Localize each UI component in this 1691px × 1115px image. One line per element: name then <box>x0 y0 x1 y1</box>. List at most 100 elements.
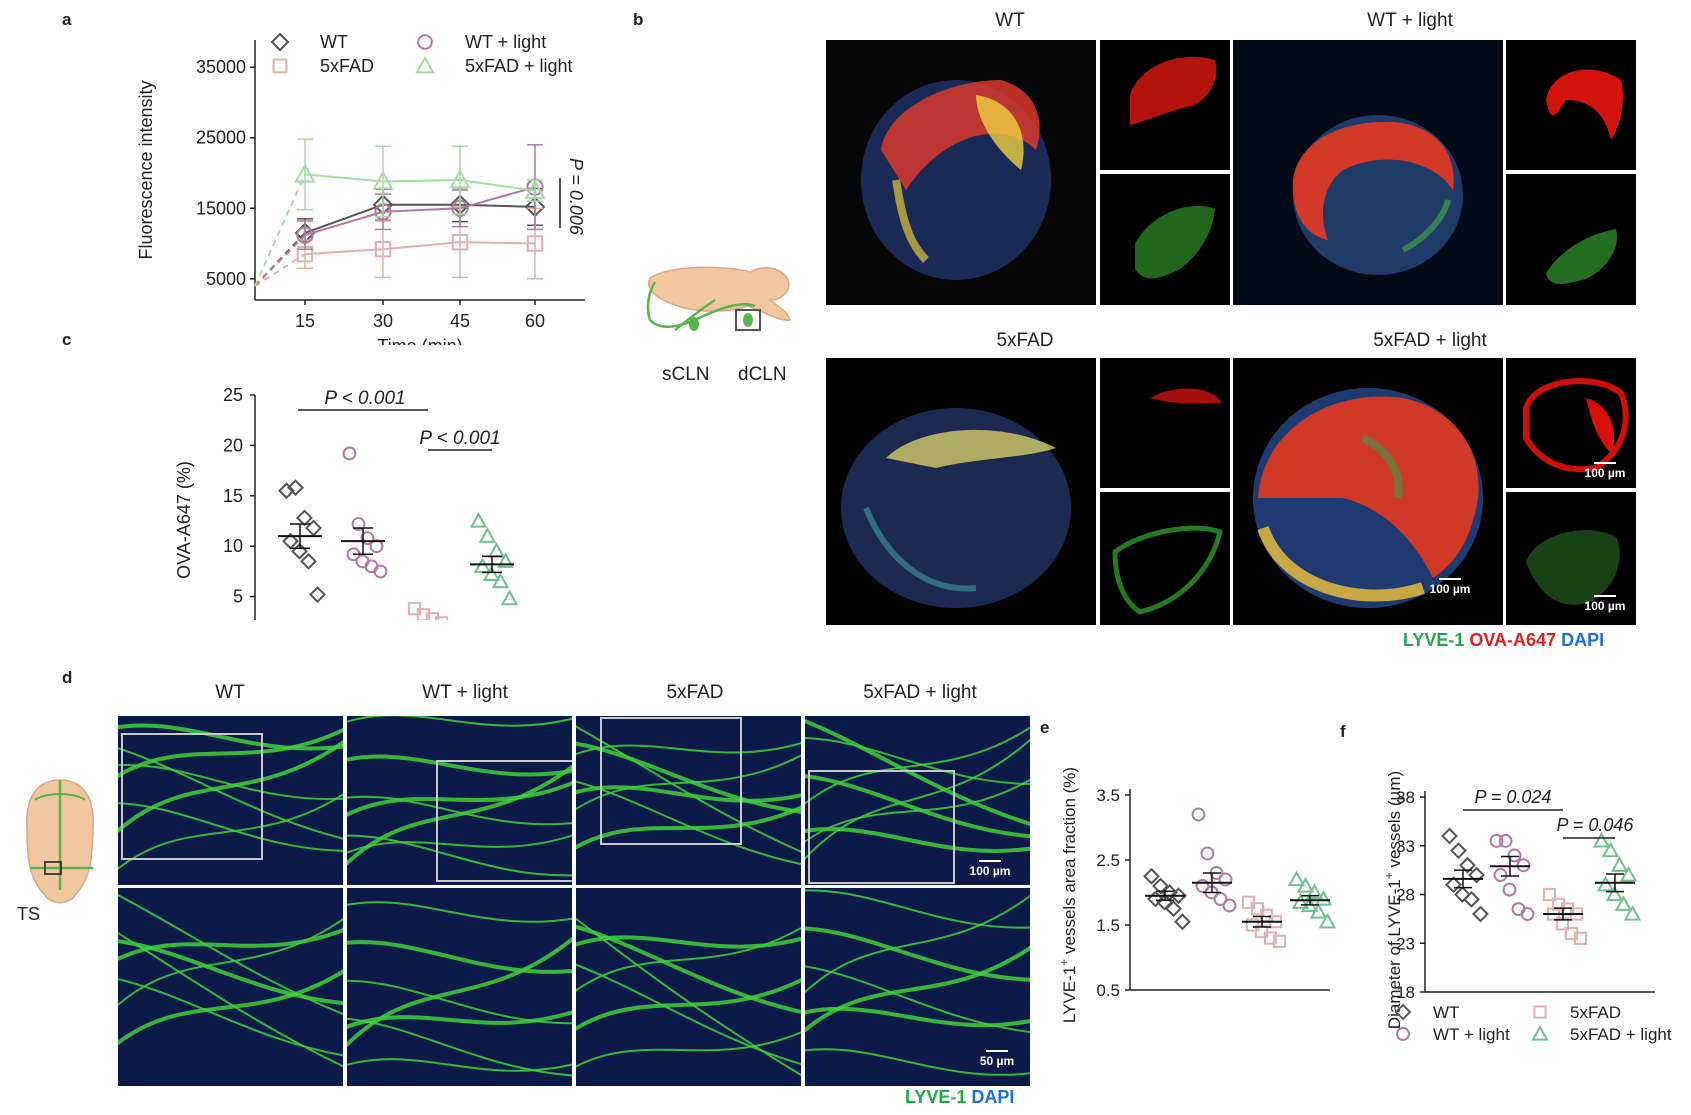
legend-a-label: WT + light <box>465 32 546 52</box>
point <box>1314 889 1333 906</box>
title-d-wt: WT <box>215 682 245 703</box>
microscopy-d-zoom <box>118 888 343 1086</box>
tick-label-c-y: 10 <box>223 536 243 556</box>
point-c <box>355 554 370 569</box>
vessel-trace <box>576 741 801 814</box>
point-c <box>351 517 366 531</box>
microscopy-5xfad-light-merge <box>1233 358 1503 625</box>
point <box>1623 904 1642 921</box>
scale-bar-b-green: 100 µm <box>1575 595 1635 613</box>
stain-ova: OVA-A647 <box>1469 630 1557 650</box>
tick-label-y: 33 <box>1396 837 1415 856</box>
scale-bar-d-top: 100 µm <box>960 860 1020 878</box>
point-c <box>434 616 449 620</box>
point <box>1555 917 1570 931</box>
point <box>1213 892 1228 906</box>
vessel-trace <box>118 927 343 962</box>
vessel-trace <box>347 764 572 867</box>
stain-legend-d: LYVE-1 DAPI <box>905 1087 1014 1108</box>
point-c <box>496 552 515 568</box>
zoom-region-box <box>121 733 263 860</box>
point <box>1209 866 1224 880</box>
point <box>1195 879 1210 893</box>
legend-a-label: 5xFAD <box>320 56 374 76</box>
point-c <box>373 564 388 579</box>
point <box>1245 918 1260 932</box>
vessel-trace <box>347 979 572 1025</box>
point <box>1309 902 1328 919</box>
point <box>1560 902 1575 916</box>
point <box>1296 876 1315 893</box>
vessel-trace <box>118 968 343 1046</box>
pvalue-c-2: P < 0.001 <box>419 428 500 449</box>
title-b-wt: WT <box>995 10 1025 31</box>
legend-a-marker <box>272 58 288 74</box>
point <box>1507 848 1522 863</box>
vessel-trace <box>576 926 801 992</box>
point <box>1318 912 1337 929</box>
title-d-5xfad-light: 5xFAD + light <box>863 682 977 703</box>
legend-a-label: WT <box>320 32 348 52</box>
legend-f-marker <box>1396 1027 1410 1041</box>
tick-label-y: 1.5 <box>1096 916 1120 935</box>
point <box>1564 926 1579 941</box>
tick-label-y: 3.5 <box>1096 786 1120 805</box>
vessel-trace <box>576 1031 801 1068</box>
legend-f-label: 5xFAD + light <box>1570 1025 1672 1044</box>
point <box>1463 890 1480 908</box>
point <box>1143 867 1160 885</box>
series-a-dash <box>254 174 306 287</box>
tick-label-a-x: 45 <box>450 311 470 331</box>
point <box>1250 902 1265 916</box>
vessel-trace <box>576 977 801 1031</box>
vessel-trace <box>576 963 801 1066</box>
point <box>1152 877 1169 895</box>
point <box>1614 895 1633 911</box>
vessel-trace <box>805 726 1030 805</box>
panel-letter-e: e <box>1040 718 1050 737</box>
point <box>1254 924 1269 939</box>
point <box>1459 856 1476 874</box>
vessel-trace <box>576 917 801 1077</box>
stain-lyve1-d: LYVE-1 <box>905 1087 967 1107</box>
vessel-trace <box>118 894 343 1016</box>
point <box>1520 907 1535 921</box>
point <box>1569 907 1584 921</box>
axis-e-ylabel: LYVE-1+ vessels area fraction (%) <box>1057 767 1079 1023</box>
label-dcln: dCLN <box>738 364 787 385</box>
point <box>1542 887 1557 902</box>
point-c <box>491 572 510 589</box>
microscopy-d-zoom <box>576 888 801 1086</box>
tick-label-a-x: 30 <box>373 311 393 331</box>
panel-letter-f: f <box>1340 722 1346 741</box>
scale-bar-d-bottom: 50 µm <box>972 1050 1022 1068</box>
tick-label-y: 0.5 <box>1096 981 1120 1000</box>
legend-a-marker <box>417 34 433 50</box>
point <box>1204 885 1219 900</box>
point <box>1511 902 1526 917</box>
title-b-wt-light: WT + light <box>1367 10 1453 31</box>
tick-label-c-y: 5 <box>233 587 243 607</box>
point-a <box>296 226 314 244</box>
point <box>1450 842 1467 860</box>
label-ts: TS <box>17 904 40 924</box>
point <box>1147 890 1164 908</box>
point <box>1156 893 1173 911</box>
panel-letter-b: b <box>633 10 644 29</box>
point <box>1610 856 1629 872</box>
microscopy-wt-red <box>1100 40 1230 170</box>
point-c <box>482 565 501 582</box>
point <box>1592 831 1611 848</box>
vessel-trace <box>805 945 1030 1033</box>
point <box>1272 934 1287 948</box>
vessel-trace <box>347 795 572 826</box>
point <box>1161 884 1178 901</box>
point <box>1468 866 1485 884</box>
vessel-trace <box>576 935 801 949</box>
point-c <box>364 559 379 574</box>
vessel-trace <box>347 754 572 777</box>
vessel-trace <box>347 716 572 727</box>
legend-f-label: WT + light <box>1433 1025 1510 1044</box>
legend-a-label: 5xFAD + light <box>465 56 573 76</box>
point-c <box>360 531 375 546</box>
